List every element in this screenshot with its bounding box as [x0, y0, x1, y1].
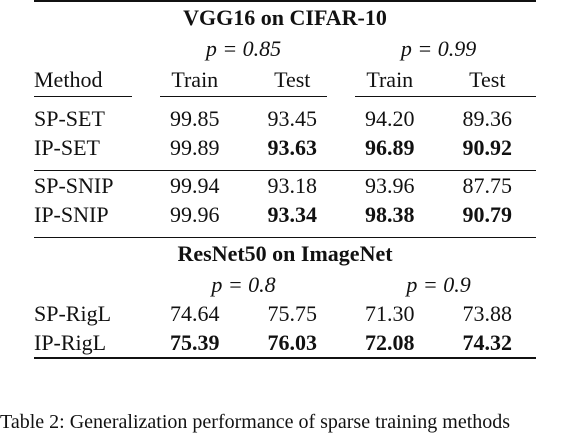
- table-row: SP-RigL 74.64 75.75 71.30 73.88: [34, 299, 536, 328]
- value-cell: 99.94: [146, 170, 244, 200]
- p-value-resnet-2: p = 0.9: [406, 272, 471, 297]
- value-cell: 71.30: [365, 301, 415, 326]
- value-cell: 87.75: [438, 170, 537, 200]
- value-cell: 99.85: [170, 106, 220, 131]
- table-row: IP-SET 99.89 93.63 96.89 90.92: [34, 133, 536, 162]
- value-cell: 93.45: [267, 106, 318, 131]
- section-title-resnet: ResNet50 on ImageNet: [34, 237, 537, 270]
- table-row: IP-SNIP 99.96 93.34 98.38 90.79: [34, 200, 536, 229]
- section-title-row-resnet: ResNet50 on ImageNet: [34, 237, 537, 270]
- value-cell: 93.96: [341, 170, 439, 200]
- value-cell-best: 96.89: [365, 135, 415, 160]
- value-cell: 94.20: [365, 106, 415, 131]
- results-table: VGG16 on CIFAR-10 p = 0.85 p = 0.99 Meth…: [34, 0, 537, 359]
- value-cell-best: 93.63: [267, 135, 318, 160]
- value-cell-best: 98.38: [365, 202, 415, 227]
- value-cell-best: 76.03: [243, 328, 341, 359]
- value-cell: 99.89: [170, 135, 220, 160]
- header-test-2: Test: [438, 63, 537, 97]
- method-cell: IP-RigL: [34, 328, 146, 359]
- results-table-container: VGG16 on CIFAR-10 p = 0.85 p = 0.99 Meth…: [34, 0, 537, 359]
- p-value-vgg-2: p = 0.99: [400, 36, 477, 61]
- section-title-vgg: VGG16 on CIFAR-10: [34, 0, 537, 34]
- method-cell: IP-SNIP: [34, 202, 109, 227]
- value-cell: 75.75: [267, 301, 318, 326]
- value-cell-best: 90.79: [462, 202, 513, 227]
- p-value-vgg-1: p = 0.85: [205, 36, 282, 61]
- value-cell-best: 74.32: [438, 328, 537, 359]
- table-row: SP-SNIP 99.94 93.18 93.96 87.75: [34, 170, 537, 200]
- value-cell: 74.64: [170, 301, 220, 326]
- table-row: SP-SET 99.85 93.45 94.20 89.36: [34, 104, 536, 133]
- value-cell: 89.36: [462, 106, 513, 131]
- column-header-row: Method Train Test Train Test: [34, 63, 537, 97]
- method-cell: IP-SET: [34, 135, 100, 160]
- value-cell-best: 90.92: [462, 135, 513, 160]
- method-cell: SP-SNIP: [34, 170, 146, 200]
- method-cell: SP-RigL: [34, 301, 112, 326]
- p-row-resnet: p = 0.8 p = 0.9: [34, 270, 536, 299]
- value-cell: 99.96: [170, 202, 220, 227]
- value-cell-best: 75.39: [146, 328, 244, 359]
- table-caption: Table 2: Generalization performance of s…: [0, 411, 511, 433]
- p-value-resnet-1: p = 0.8: [211, 272, 276, 297]
- p-row-vgg: p = 0.85 p = 0.99: [34, 34, 536, 63]
- value-cell: 93.18: [243, 170, 341, 200]
- header-train-2: Train: [341, 63, 439, 97]
- section-title-row-vgg: VGG16 on CIFAR-10: [34, 0, 537, 34]
- value-cell: 73.88: [462, 301, 513, 326]
- value-cell-best: 93.34: [267, 202, 318, 227]
- value-cell-best: 72.08: [341, 328, 439, 359]
- method-cell: SP-SET: [34, 106, 105, 131]
- header-train-1: Train: [146, 63, 244, 97]
- header-test-1: Test: [243, 63, 342, 97]
- table-row: IP-RigL 75.39 76.03 72.08 74.32: [34, 328, 537, 359]
- header-method: Method: [34, 63, 146, 97]
